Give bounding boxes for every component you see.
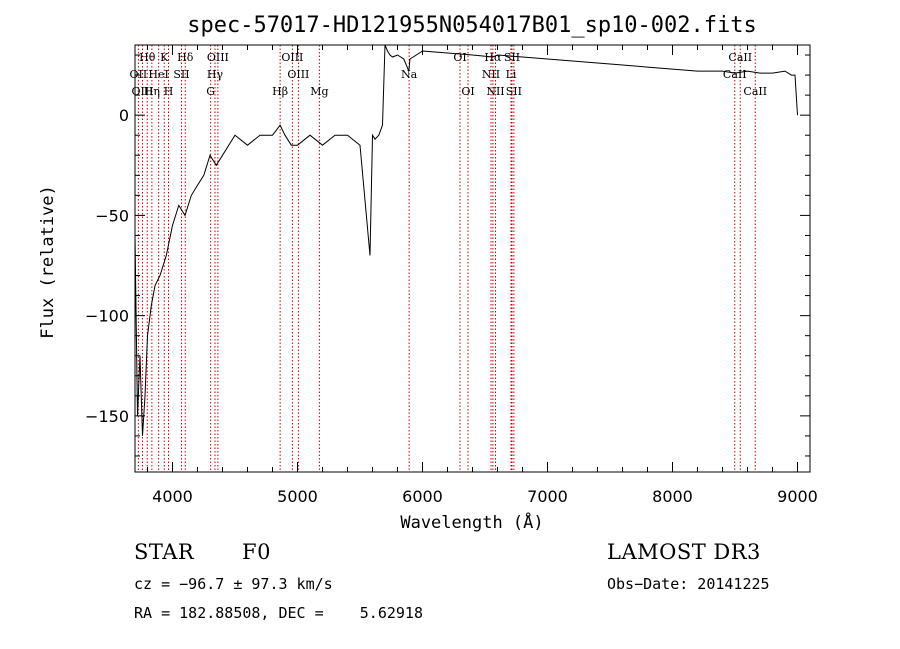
spectral-line-label: G [206,85,215,98]
spectral-line-label: OIII [287,68,309,81]
x-tick-label: 7000 [527,487,568,506]
spectral-line-label: CaII [728,51,752,64]
x-axis-ticks: 4000 5000 6000 7000 8000 9000 [147,45,818,506]
spectral-line-label: HeI [148,68,168,81]
chart-title: spec-57017-HD121955N054017B01_sp10-002.f… [187,13,757,38]
sky-coordinates: RA = 182.88508, DEC = 5.62918 [134,604,423,622]
spectral-line-label: NII [482,68,500,81]
y-axis-label: Flux (relative) [38,185,58,339]
observation-date: Obs−Date: 20141225 [607,575,770,593]
spectral-line-label: Hγ [207,68,224,81]
redshift-velocity: cz = −96.7 ± 97.3 km/s [134,575,333,593]
y-tick-label: −150 [85,407,129,426]
object-subclass: F0 [242,540,271,564]
spectral-line-label: Na [401,68,418,81]
spectral-line-label: NII [486,85,504,98]
x-tick-label: 5000 [277,487,318,506]
spectral-line-label: Hβ [272,85,288,98]
spectral-line-label: Hθ [139,51,156,64]
y-tick-label: −100 [85,307,129,326]
spectral-line-label: OIII [281,51,303,64]
spectrum-chart: spec-57017-HD121955N054017B01_sp10-002.f… [38,13,818,533]
x-tick-label: 6000 [402,487,443,506]
survey-name: LAMOST DR3 [607,540,761,564]
spectrum-series-line [134,44,798,436]
spectral-line-label: Hη [144,85,160,98]
spectral-line-label: OIII [207,51,229,64]
spectral-line-label: OI [461,85,474,98]
x-tick-label: 8000 [652,487,693,506]
spectral-line-label: CaII [743,85,767,98]
spectral-line-label: OII [130,68,148,81]
spectral-line-label: SII [504,51,520,64]
spectral-line-label: K [160,51,169,64]
x-tick-label: 4000 [152,487,193,506]
y-tick-label: −50 [95,206,129,225]
spectral-line-label: CaII [723,68,747,81]
x-tick-label: 9000 [777,487,818,506]
spectral-line-label: SII [173,68,189,81]
spectral-line-label: Hδ [177,51,194,64]
y-tick-label: 0 [119,106,129,125]
spectral-line-label: OI [453,51,466,64]
spectral-line-markers [137,45,756,472]
spectral-line-label: Hα [484,51,502,64]
spectral-line-label: SII [506,85,522,98]
x-axis-label: Wavelength (Å) [400,511,543,533]
y-axis-ticks: 0 −50 −100 −150 [85,54,810,457]
spectral-line-label: Li [506,68,517,81]
object-class: STAR [134,540,195,564]
spectral-line-label: Mg [310,85,328,98]
plot-frame [134,44,811,473]
spectral-line-label: H [164,85,174,98]
